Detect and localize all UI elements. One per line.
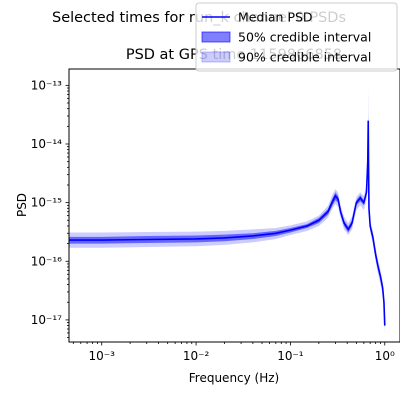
legend-box (195, 2, 398, 72)
y-tick-label: 10⁻¹³ (31, 78, 62, 92)
legend-label: 90% credible interval (238, 50, 371, 65)
x-axis-label: Frequency (Hz) (189, 371, 280, 385)
plot-area: 10⁻³ 10⁻² 10⁻¹ 10⁰ 10⁻¹⁷ 10⁻¹⁶ 10⁻¹⁵ 10⁻¹⁴ 10⁻¹³ (31, 68, 400, 363)
legend-label: 50% credible interval (238, 30, 371, 45)
band-50-credible-interval (69, 116, 385, 329)
legend-label: Median PSD (238, 10, 313, 25)
x-tick-label: 10⁻³ (89, 349, 116, 363)
x-tick-label: 10⁰ (375, 349, 395, 363)
band-90-credible-interval (69, 85, 385, 333)
y-tick-label: 10⁻¹⁵ (31, 196, 62, 210)
median-psd-line (69, 120, 386, 326)
y-tick-label: 10⁻¹⁶ (31, 254, 62, 268)
y-axis-label: PSD (15, 193, 29, 217)
legend-band-swatch (201, 31, 231, 43)
legend-band-swatch (201, 51, 231, 63)
y-tick-label: 10⁻¹⁴ (31, 137, 62, 151)
legend: Median PSD 50% credible interval 90% credi… (195, 2, 398, 72)
axes-frame (68, 68, 400, 343)
x-tick-label: 10⁻¹ (277, 349, 304, 363)
x-tick-label: 10⁻² (183, 349, 210, 363)
y-tick-label: 10⁻¹⁷ (31, 313, 62, 327)
